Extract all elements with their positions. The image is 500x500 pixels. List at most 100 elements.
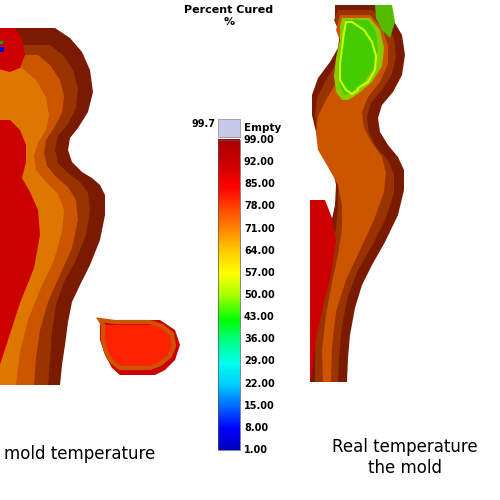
Bar xyxy=(218,150,240,152)
Bar xyxy=(218,204,240,206)
Bar xyxy=(218,302,240,304)
Bar xyxy=(218,156,240,158)
Bar xyxy=(218,208,240,210)
Polygon shape xyxy=(103,325,175,370)
Bar xyxy=(218,441,240,443)
Bar xyxy=(218,308,240,310)
Bar xyxy=(218,242,240,244)
Text: 57.00: 57.00 xyxy=(244,268,275,278)
Bar xyxy=(218,340,240,342)
Bar xyxy=(218,186,240,188)
Polygon shape xyxy=(334,18,384,100)
Bar xyxy=(218,210,240,212)
Bar xyxy=(218,276,240,278)
Bar xyxy=(218,184,240,186)
Bar xyxy=(218,409,240,410)
Bar xyxy=(218,250,240,252)
Bar xyxy=(218,228,240,230)
Bar xyxy=(218,206,240,207)
Bar xyxy=(218,432,240,434)
Bar xyxy=(218,420,240,422)
Bar xyxy=(218,252,240,254)
Bar xyxy=(218,144,240,146)
Bar xyxy=(218,312,240,314)
Bar xyxy=(218,336,240,338)
Bar xyxy=(218,200,240,202)
Bar xyxy=(218,255,240,257)
Bar xyxy=(218,274,240,276)
Bar xyxy=(218,381,240,383)
Bar xyxy=(218,338,240,340)
Bar xyxy=(218,380,240,382)
Bar xyxy=(218,440,240,442)
Bar xyxy=(218,139,240,141)
Bar xyxy=(218,328,240,329)
Bar xyxy=(218,362,240,364)
Bar xyxy=(218,167,240,169)
Bar xyxy=(218,232,240,234)
Polygon shape xyxy=(0,28,25,72)
Bar xyxy=(218,221,240,222)
Text: 50.00: 50.00 xyxy=(244,290,275,300)
Bar xyxy=(218,231,240,233)
Bar xyxy=(218,204,240,205)
Bar xyxy=(218,180,240,182)
Bar xyxy=(218,390,240,392)
Bar xyxy=(218,445,240,447)
Bar xyxy=(218,157,240,158)
Bar xyxy=(218,447,240,449)
Bar xyxy=(218,170,240,172)
Bar xyxy=(218,148,240,150)
Bar xyxy=(218,191,240,192)
Bar xyxy=(218,253,240,254)
Bar xyxy=(218,140,240,450)
Bar xyxy=(218,442,240,444)
Bar xyxy=(218,383,240,385)
Bar xyxy=(218,248,240,250)
Bar xyxy=(218,165,240,167)
Bar xyxy=(218,356,240,358)
Bar xyxy=(218,218,240,220)
Bar xyxy=(218,214,240,216)
Bar xyxy=(218,398,240,400)
Bar xyxy=(218,334,240,336)
Bar xyxy=(218,274,240,276)
Bar xyxy=(218,227,240,229)
Bar xyxy=(218,210,240,212)
Bar xyxy=(218,172,240,174)
Bar xyxy=(218,382,240,384)
Bar xyxy=(218,194,240,196)
Text: Percent Cured
%: Percent Cured % xyxy=(184,5,274,26)
Text: 78.00: 78.00 xyxy=(244,202,275,211)
Bar xyxy=(218,223,240,224)
Bar xyxy=(218,174,240,175)
Bar xyxy=(218,171,240,173)
Bar xyxy=(218,264,240,266)
Bar xyxy=(218,284,240,286)
Text: 1.00: 1.00 xyxy=(244,445,268,455)
Bar xyxy=(218,351,240,353)
Bar xyxy=(218,254,240,256)
Bar xyxy=(218,317,240,319)
Polygon shape xyxy=(100,320,180,375)
Bar xyxy=(218,343,240,344)
Bar xyxy=(218,293,240,295)
Bar xyxy=(218,259,240,261)
Bar xyxy=(218,258,240,260)
Bar xyxy=(0,47,4,52)
Bar xyxy=(218,320,240,322)
Bar xyxy=(218,216,240,218)
Bar xyxy=(218,119,240,137)
Polygon shape xyxy=(375,5,395,38)
Bar xyxy=(218,229,240,231)
Bar xyxy=(218,168,240,170)
Bar xyxy=(218,444,240,446)
Bar xyxy=(218,176,240,178)
Bar xyxy=(218,152,240,154)
Bar xyxy=(218,198,240,200)
Bar xyxy=(218,233,240,235)
Bar xyxy=(218,352,240,354)
Bar xyxy=(218,193,240,195)
Bar xyxy=(218,212,240,214)
Bar xyxy=(218,244,240,246)
